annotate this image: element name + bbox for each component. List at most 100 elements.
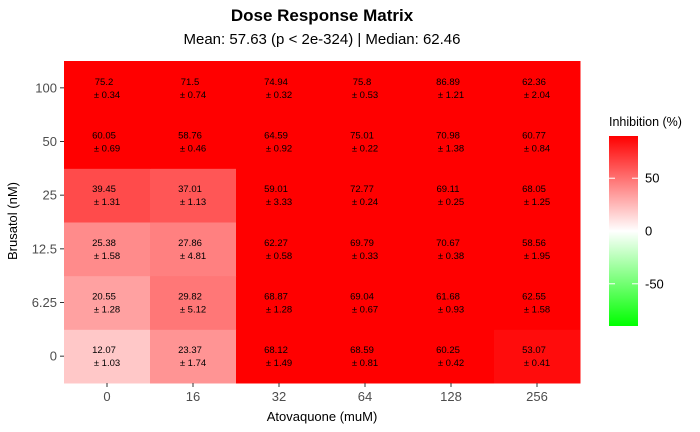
heatmap-cell [322, 222, 409, 277]
legend-ticks: 50 0 -50 [609, 171, 664, 291]
cell-value-label: 75.01 [350, 131, 374, 142]
cell-error-label: ± 1.38 [438, 144, 464, 155]
cell-error-label: ± 0.69 [94, 144, 120, 155]
heatmap-cell [150, 61, 237, 116]
cell-error-label: ± 0.58 [266, 251, 292, 262]
cell-error-label: ± 1.95 [524, 251, 550, 262]
cell-error-label: ± 0.93 [438, 305, 464, 316]
color-legend: Inhibition (%) 50 0 -50 [609, 115, 682, 326]
cell-error-label: ± 0.34 [94, 90, 120, 101]
cell-error-label: ± 5.12 [180, 305, 206, 316]
heatmap-cell [236, 168, 323, 223]
heatmap-cell [150, 114, 237, 169]
cell-value-label: 29.82 [178, 292, 202, 303]
y-tick-label: 12.5 [32, 241, 57, 256]
cell-value-label: 68.05 [522, 184, 546, 195]
heatmap-cell [64, 275, 151, 330]
cell-error-label: ± 0.41 [524, 358, 550, 369]
x-tick-label: 32 [272, 389, 286, 404]
heatmap-cell [408, 329, 495, 384]
cell-error-label: ± 0.53 [352, 90, 378, 101]
y-tick-label: 25 [43, 188, 57, 203]
cell-error-label: ± 0.46 [180, 144, 206, 155]
cell-value-label: 62.55 [522, 292, 546, 303]
cell-value-label: 25.38 [92, 238, 116, 249]
cell-value-label: 27.86 [178, 238, 202, 249]
cell-value-label: 68.87 [264, 292, 288, 303]
heatmap-cell [64, 329, 151, 384]
heatmap-cell [64, 222, 151, 277]
heatmap-cell [408, 222, 495, 277]
cell-value-label: 69.11 [436, 184, 459, 195]
heatmap-cell [150, 222, 237, 277]
cell-value-label: 58.56 [522, 238, 546, 249]
cell-value-label: 68.59 [350, 345, 374, 356]
cell-error-label: ± 4.81 [180, 251, 206, 262]
heatmap-cell [236, 222, 323, 277]
cell-value-label: 70.98 [436, 131, 460, 142]
legend-tick-label: 0 [645, 224, 652, 239]
heatmap-cell [322, 61, 409, 116]
heatmap-cell [408, 114, 495, 169]
heatmap-cell [64, 61, 151, 116]
legend-tick-label: 50 [645, 171, 659, 186]
heatmap-cell [64, 168, 151, 223]
cell-value-label: 37.01 [178, 184, 202, 195]
cell-error-label: ± 1.28 [94, 305, 120, 316]
heatmap-cell [64, 114, 151, 169]
cell-value-label: 70.67 [436, 238, 460, 249]
heatmap-cell [150, 168, 237, 223]
cell-error-label: ± 0.81 [352, 358, 378, 369]
heatmap-cell [236, 275, 323, 330]
cell-error-label: ± 0.32 [266, 90, 292, 101]
heatmap-cells [64, 61, 581, 384]
heatmap-cell [494, 222, 581, 277]
heatmap-cell [236, 329, 323, 384]
cell-value-label: 59.01 [264, 184, 288, 195]
x-tick-label: 256 [526, 389, 548, 404]
chart-title: Dose Response Matrix [231, 6, 414, 25]
cell-value-label: 23.37 [178, 345, 202, 356]
x-tick-label: 128 [440, 389, 462, 404]
cell-value-label: 58.76 [178, 131, 202, 142]
y-tick-label: 100 [35, 80, 57, 95]
x-axis-title: Atovaquone (muM) [267, 409, 378, 424]
heatmap-cell [236, 61, 323, 116]
heatmap-cell [322, 275, 409, 330]
cell-error-label: ± 3.33 [266, 197, 292, 208]
legend-title: Inhibition (%) [609, 115, 682, 129]
cell-value-label: 86.89 [436, 77, 460, 88]
cell-error-label: ± 1.21 [438, 90, 464, 101]
heatmap-cell [322, 168, 409, 223]
heatmap-cell [150, 275, 237, 330]
cell-error-label: ± 1.31 [94, 197, 120, 208]
cell-value-label: 12.07 [92, 345, 116, 356]
cell-error-label: ± 0.24 [352, 197, 378, 208]
cell-error-label: ± 0.42 [438, 358, 464, 369]
cell-value-label: 62.36 [522, 77, 546, 88]
x-tick-label: 0 [103, 389, 110, 404]
heatmap-cell [494, 168, 581, 223]
cell-error-label: ± 0.33 [352, 251, 378, 262]
x-axis-ticks: 0 16 32 64 128 256 [103, 383, 548, 404]
cell-value-label: 60.77 [522, 131, 546, 142]
heatmap-cell [494, 275, 581, 330]
cell-error-label: ± 1.03 [94, 358, 120, 369]
y-tick-label: 6.25 [32, 295, 57, 310]
heatmap-cell [494, 114, 581, 169]
heatmap-cell [322, 329, 409, 384]
cell-error-label: ± 1.13 [180, 197, 206, 208]
cell-value-label: 60.05 [92, 131, 116, 142]
cell-value-label: 60.25 [436, 345, 460, 356]
cell-value-label: 69.79 [350, 238, 374, 249]
cell-error-label: ± 1.74 [180, 358, 206, 369]
cell-value-label: 64.59 [264, 131, 288, 142]
heatmap-cell [236, 114, 323, 169]
heatmap-cell [494, 61, 581, 116]
cell-error-label: ± 0.22 [352, 144, 378, 155]
y-axis-ticks: 0 6.25 12.5 25 50 100 [32, 80, 64, 364]
cell-value-label: 74.94 [264, 77, 288, 88]
heatmap-cell-labels: 12.07 ± 1.03 23.37 ± 1.74 68.12 ± 1.49 68.59 ± … [92, 77, 550, 369]
cell-error-label: ± 0.74 [180, 90, 206, 101]
